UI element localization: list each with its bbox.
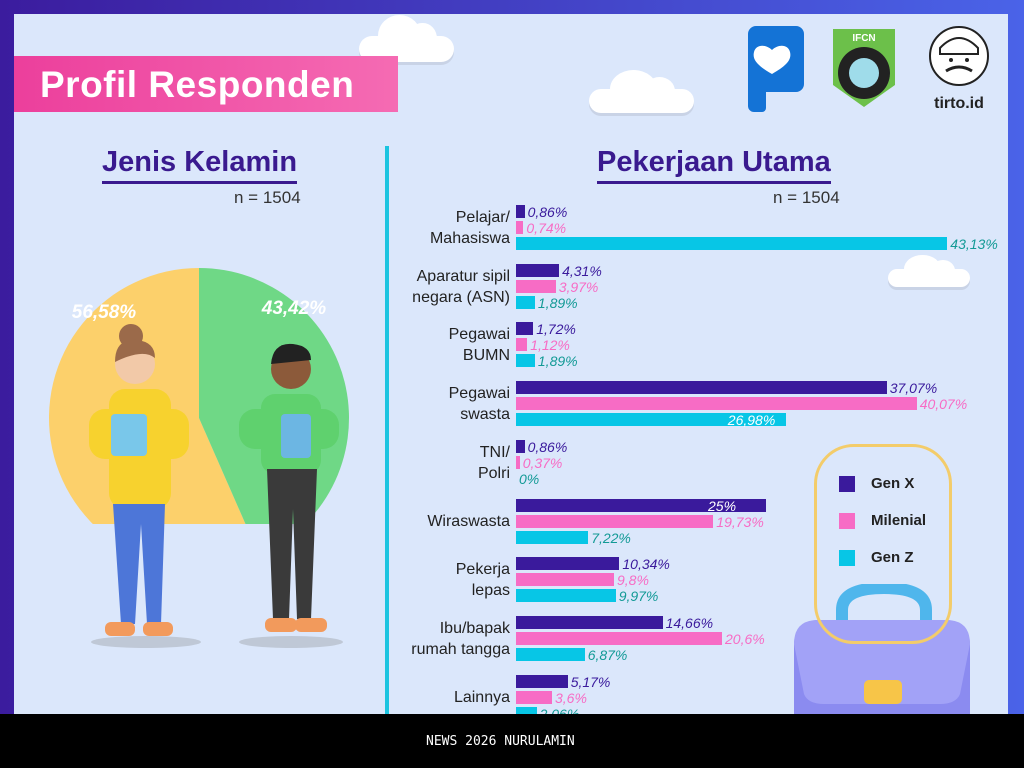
bar-value-label: 0%	[519, 470, 540, 487]
bar	[516, 338, 528, 352]
bar	[516, 237, 948, 250]
svg-text:IFCN: IFCN	[852, 33, 875, 44]
bar	[516, 557, 620, 571]
bar	[516, 279, 556, 293]
bar-value-label: 40,07%	[919, 396, 968, 413]
bar-value-label: 1,89%	[537, 353, 578, 370]
pie-slice-label: 56,58%	[72, 302, 137, 323]
pie-title: Jenis Kelamin	[102, 146, 298, 184]
bar-value-label: 1,72%	[536, 321, 576, 338]
bar	[516, 455, 520, 469]
footer-caption: NEWS 2026 NURULAMIN	[0, 714, 1024, 768]
bar-value-label: 26,98%	[727, 412, 776, 429]
bar-value-label: 3,97%	[558, 278, 599, 295]
bar-value-label: 3,6%	[555, 689, 587, 706]
bar-value-label: 19,73%	[716, 513, 764, 530]
bar-value-label: 14,66%	[665, 614, 714, 631]
bar	[516, 647, 585, 661]
bar-value-label: 0,86%	[527, 204, 568, 220]
bar-value-label: 7,22%	[591, 529, 631, 546]
bar-value-label: 4,31%	[562, 262, 602, 279]
legend-item-gen-z: Gen Z	[839, 549, 914, 567]
bar	[516, 631, 722, 645]
bar	[516, 573, 614, 587]
tirto-logo: tirto.id	[929, 26, 989, 112]
legend-item-gen-x: Gen X	[839, 475, 914, 493]
bar-value-label: 37,07%	[889, 380, 938, 397]
heart-chat-logo	[748, 26, 804, 112]
category-label: Pelajar/Mahasiswa	[429, 209, 510, 247]
bar-chart-n-label: n = 1504	[773, 188, 840, 207]
bar-value-label: 1,12%	[530, 337, 570, 354]
page-title: Profil Responden	[40, 64, 355, 105]
bar-value-label: 2,06%	[539, 705, 580, 714]
infographic-panel: Profil Responden IFCN tirto.id Jenis Kel…	[14, 14, 1008, 714]
bar-value-label: 9,97%	[618, 588, 659, 605]
category-label: Pegawai BUMN	[448, 326, 510, 365]
bar	[516, 397, 917, 411]
bar	[516, 221, 524, 234]
bar-value-label: 5,17%	[570, 673, 611, 690]
cloud-decoration	[589, 69, 694, 113]
bar	[516, 690, 552, 704]
pie-n-label: n = 1504	[234, 188, 301, 207]
legend-item-milenial: Milenial	[839, 512, 926, 530]
bar-value-label: 9,8%	[617, 572, 649, 589]
bar	[516, 498, 766, 512]
bar	[516, 413, 786, 427]
bar-chart-title: Pekerjaan Utama	[597, 146, 831, 184]
bar	[516, 295, 535, 309]
respondent-figures-illustration	[89, 324, 343, 648]
category-label: Aparatur sipil negara (ASN)	[412, 267, 510, 306]
legend-swatch	[839, 476, 855, 493]
bar-value-label: 6,87%	[587, 646, 628, 663]
bar	[516, 322, 534, 336]
bar-value-label: 20,6%	[725, 630, 765, 647]
bar	[516, 674, 568, 688]
bar-value-label: 10,34%	[622, 556, 670, 573]
ifcn-signatory-badge: IFCN	[833, 29, 895, 107]
chart-legend: Gen X Milenial Gen Z	[814, 444, 952, 644]
bar-value-label: 0,86%	[527, 438, 568, 455]
category-label: TNI/Polri	[477, 443, 510, 482]
bar	[516, 205, 525, 218]
category-label: Lainnya	[453, 689, 510, 707]
bar	[516, 354, 535, 368]
bar	[516, 381, 887, 395]
category-label: Wiraswasta	[427, 513, 510, 530]
pie-slice-label: 43,42%	[261, 298, 327, 319]
section-divider	[385, 146, 389, 714]
bar-value-label: 25%	[708, 497, 737, 514]
bar	[516, 706, 537, 714]
category-label: Pekerja lepas	[455, 561, 510, 600]
bar	[516, 263, 560, 277]
category-label: Ibu/bapak rumah tangga	[411, 619, 510, 658]
bar-value-label: 0,74%	[526, 220, 567, 236]
category-label: Pegawai swasta	[448, 385, 510, 424]
bar-value-label: 43,13%	[950, 236, 998, 252]
bar	[516, 439, 525, 453]
legend-swatch	[839, 513, 855, 530]
bar-value-label: 1,89%	[537, 294, 578, 311]
bar	[516, 514, 714, 528]
bar-value-label: 0,37%	[522, 454, 563, 471]
bar	[516, 589, 616, 603]
bar	[516, 615, 663, 629]
title-banner: Profil Responden	[14, 56, 398, 112]
bar	[516, 530, 589, 544]
legend-swatch	[839, 550, 855, 567]
cloud-decoration	[888, 254, 970, 287]
svg-text:tirto.id: tirto.id	[934, 95, 984, 112]
